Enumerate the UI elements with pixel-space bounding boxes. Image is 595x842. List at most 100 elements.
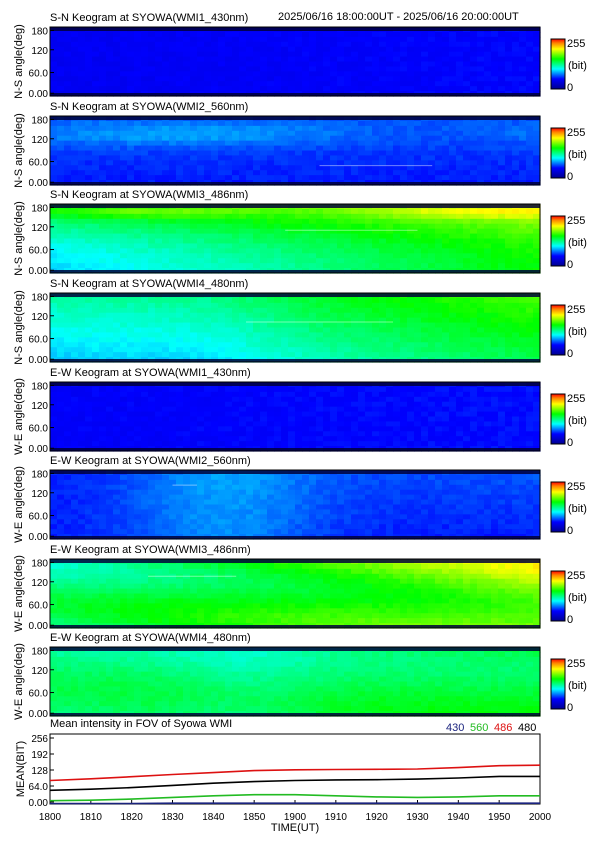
angle-tick-label: 180	[31, 381, 48, 392]
panel-y-label: N-S angle(deg)	[13, 24, 25, 99]
angle-tick-label: 0.00	[29, 89, 49, 100]
legend: 430 560 486 480	[446, 722, 536, 734]
keogram-panel: E-W Keogram at SYOWA(WMI3_486nm)180 120 60…	[13, 544, 587, 632]
x-tick-label: 1950	[488, 812, 511, 823]
panel-frame	[49, 646, 541, 717]
legend-430: 430	[446, 722, 464, 734]
x-tick-label: 1920	[366, 812, 389, 823]
panel-title: S-N Keogram at SYOWA(WMI3_486nm)	[50, 189, 248, 201]
keogram-heatmap	[50, 27, 541, 97]
colorbar	[550, 304, 566, 356]
angle-tick-label: 0.00	[29, 709, 49, 720]
colorbar-min: 0	[567, 437, 573, 449]
keogram-panel: S-N Keogram at SYOWA(WMI2_560nm)180 120 60…	[13, 101, 587, 189]
colorbar-min: 0	[567, 614, 573, 626]
panel-title: S-N Keogram at SYOWA(WMI4_480nm)	[50, 278, 248, 290]
legend-560: 560	[470, 722, 488, 734]
colorbar-unit: (bit)	[568, 237, 587, 249]
x-tick-label: 1940	[447, 812, 470, 823]
panel-y-label: N-S angle(deg)	[13, 113, 25, 188]
panel-frame	[49, 558, 541, 629]
keogram-heatmap	[50, 204, 541, 274]
colorbar-unit: (bit)	[568, 149, 587, 161]
legend-480: 480	[518, 722, 536, 734]
angle-tick-label: 0.00	[29, 266, 49, 277]
x-tick-label: 2000	[529, 812, 552, 823]
colorbar-max: 255	[567, 304, 585, 316]
angle-tick-label: 180	[31, 469, 48, 480]
angle-tick-label: 60.0	[29, 689, 49, 700]
angle-tick-label: 120	[31, 223, 48, 234]
angle-tick-label: 120	[31, 666, 48, 677]
panel-y-label: W-E angle(deg)	[13, 643, 25, 720]
panel-title: E-W Keogram at SYOWA(WMI4_480nm)	[50, 632, 251, 644]
colorbar-unit: (bit)	[568, 503, 587, 515]
colorbar-max: 255	[567, 393, 585, 405]
angle-tick-label: 120	[31, 489, 48, 500]
y-tick-label: 0.00	[29, 798, 49, 809]
panel-frame	[49, 115, 541, 186]
angle-tick-label: 0.00	[29, 532, 49, 543]
chart-title: Mean intensity in FOV of Syowa WMI	[50, 718, 232, 730]
x-axis-label: TIME(UT)	[271, 822, 319, 834]
angle-tick-label: 60.0	[29, 601, 49, 612]
colorbar	[550, 570, 566, 622]
colorbar	[550, 481, 566, 533]
colorbar	[550, 658, 566, 710]
panel-frame	[49, 292, 541, 363]
panel-frame	[49, 381, 541, 452]
keogram-heatmap	[50, 647, 541, 717]
legend-486: 486	[494, 722, 512, 734]
colorbar-max: 255	[567, 38, 585, 50]
keogram-panel: S-N Keogram at SYOWA(WMI1_430nm)180 120 60…	[13, 12, 587, 100]
panel-y-label: N-S angle(deg)	[13, 290, 25, 365]
x-tick-label: 1840	[202, 812, 225, 823]
keogram-heatmap	[50, 382, 541, 452]
x-tick-label: 1910	[325, 812, 348, 823]
x-tick-label: 1900	[284, 812, 307, 823]
panel-y-label: W-E angle(deg)	[13, 466, 25, 543]
angle-tick-label: 0.00	[29, 621, 49, 632]
angle-tick-label: 0.00	[29, 178, 49, 189]
colorbar-max: 255	[567, 658, 585, 670]
angle-tick-label: 120	[31, 401, 48, 412]
colorbar-min: 0	[567, 171, 573, 183]
keogram-panel: S-N Keogram at SYOWA(WMI4_480nm)180 120 60…	[13, 278, 587, 366]
angle-tick-label: 120	[31, 312, 48, 323]
x-tick-label: 1810	[80, 812, 103, 823]
angle-tick-label: 60.0	[29, 246, 49, 257]
x-tick-label: 1800	[39, 812, 62, 823]
angle-tick-label: 120	[31, 46, 48, 57]
colorbar-max: 255	[567, 481, 585, 493]
panel-y-label: W-E angle(deg)	[13, 555, 25, 632]
y-tick-label: 256	[31, 734, 48, 745]
keogram-panels: S-N Keogram at SYOWA(WMI1_430nm) 180 120 60…	[13, 12, 587, 720]
colorbar	[550, 393, 566, 445]
panel-frame	[49, 26, 541, 97]
angle-tick-label: 180	[31, 646, 48, 657]
mean-intensity-chart: Mean intensity in FOV of Syowa WMI 430 56…	[15, 718, 552, 834]
colorbar-min: 0	[567, 525, 573, 537]
colorbar-unit: (bit)	[568, 592, 587, 604]
keogram-panel: S-N Keogram at SYOWA(WMI3_486nm)180 120 60…	[13, 189, 587, 277]
panel-title: E-W Keogram at SYOWA(WMI2_560nm)	[50, 455, 251, 467]
colorbar-unit: (bit)	[568, 680, 587, 692]
angle-tick-label: 60.0	[29, 335, 49, 346]
colorbar	[550, 127, 566, 179]
angle-tick-label: 180	[31, 115, 48, 126]
angle-tick-label: 60.0	[29, 69, 49, 80]
colorbar	[550, 215, 566, 267]
keogram-panel: E-W Keogram at SYOWA(WMI4_480nm)180 120 60…	[13, 632, 587, 720]
colorbar-min: 0	[567, 259, 573, 271]
panel-title: S-N Keogram at SYOWA(WMI1_430nm)	[50, 12, 248, 24]
angle-tick-label: 180	[31, 203, 48, 214]
x-tick-label: 1820	[121, 812, 144, 823]
angle-tick-label: 120	[31, 578, 48, 589]
panel-title: S-N Keogram at SYOWA(WMI2_560nm)	[50, 101, 248, 113]
y-tick-label: 192	[31, 750, 48, 761]
colorbar-max: 255	[567, 215, 585, 227]
keogram-heatmap	[50, 559, 541, 629]
keogram-heatmap	[50, 470, 541, 540]
x-tick-label: 1830	[161, 812, 184, 823]
colorbar-max: 255	[567, 570, 585, 582]
